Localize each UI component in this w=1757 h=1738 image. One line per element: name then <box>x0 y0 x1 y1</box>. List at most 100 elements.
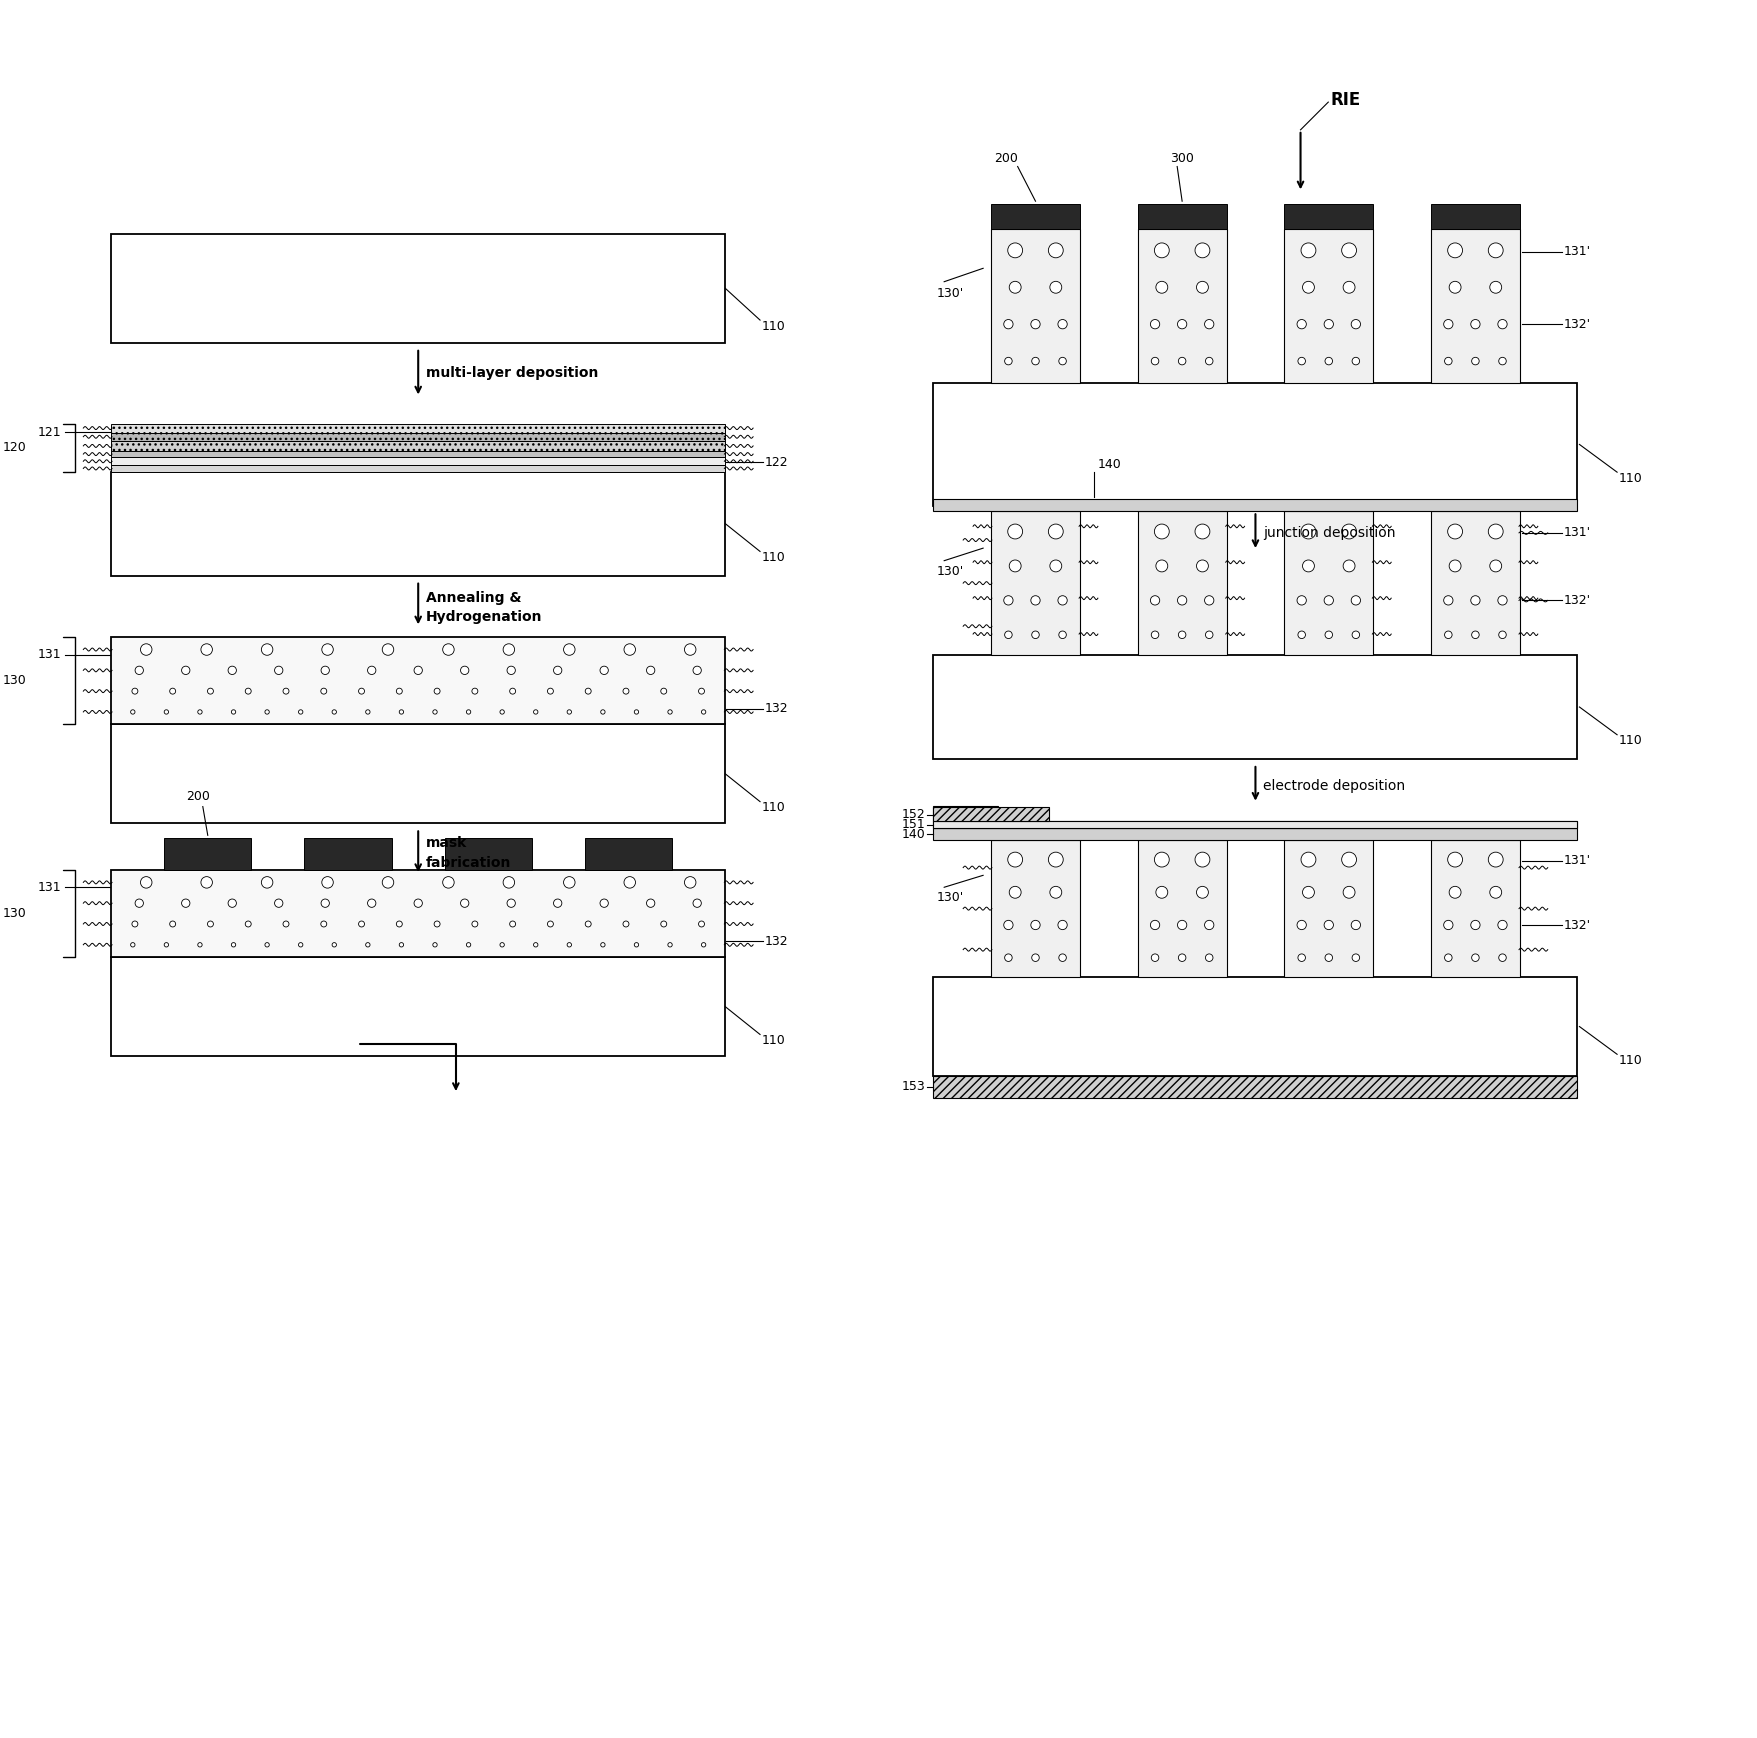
Text: 110: 110 <box>761 551 785 563</box>
Circle shape <box>1488 560 1500 572</box>
Circle shape <box>1154 525 1168 539</box>
Circle shape <box>1323 921 1332 930</box>
Circle shape <box>1009 560 1021 572</box>
Circle shape <box>466 942 471 947</box>
Circle shape <box>1058 320 1066 328</box>
Circle shape <box>1047 243 1063 257</box>
Text: 132': 132' <box>1562 318 1590 330</box>
Circle shape <box>1302 282 1314 294</box>
Circle shape <box>585 688 590 693</box>
Bar <box>585 838 671 871</box>
Circle shape <box>1351 596 1360 605</box>
Circle shape <box>1444 631 1451 638</box>
Circle shape <box>1151 631 1158 638</box>
Bar <box>1283 229 1372 382</box>
Circle shape <box>283 688 288 693</box>
Circle shape <box>701 942 705 947</box>
Circle shape <box>434 921 439 926</box>
Bar <box>111 235 726 342</box>
Circle shape <box>622 688 629 693</box>
Circle shape <box>1300 243 1316 257</box>
Circle shape <box>601 709 604 714</box>
Circle shape <box>1177 631 1186 638</box>
Circle shape <box>692 899 701 907</box>
Circle shape <box>320 688 327 693</box>
Circle shape <box>1009 282 1021 294</box>
Bar <box>933 829 1576 839</box>
Circle shape <box>1342 886 1355 899</box>
Circle shape <box>1302 886 1314 899</box>
Circle shape <box>1204 596 1212 605</box>
Circle shape <box>207 921 213 926</box>
Circle shape <box>1341 525 1356 539</box>
Circle shape <box>1300 525 1316 539</box>
Text: 130: 130 <box>4 674 26 687</box>
Circle shape <box>1009 886 1021 899</box>
Bar <box>111 433 726 441</box>
Circle shape <box>1341 852 1356 867</box>
Circle shape <box>1058 358 1066 365</box>
Bar <box>991 511 1079 655</box>
Circle shape <box>1177 320 1186 328</box>
Circle shape <box>1154 886 1167 899</box>
Text: fabrication: fabrication <box>425 857 511 871</box>
Bar <box>991 839 1079 977</box>
Text: 110: 110 <box>1618 471 1641 485</box>
Circle shape <box>1205 954 1212 961</box>
Circle shape <box>322 666 329 674</box>
Circle shape <box>232 942 235 947</box>
Circle shape <box>228 666 235 674</box>
Circle shape <box>506 899 515 907</box>
Circle shape <box>1444 358 1451 365</box>
Circle shape <box>1151 954 1158 961</box>
Circle shape <box>1471 954 1478 961</box>
Bar <box>933 822 1576 829</box>
Circle shape <box>1030 921 1040 930</box>
Circle shape <box>1003 596 1012 605</box>
Bar <box>111 638 726 725</box>
Circle shape <box>415 666 422 674</box>
Text: Hydrogenation: Hydrogenation <box>425 610 543 624</box>
Circle shape <box>1488 525 1502 539</box>
Bar <box>933 499 1576 511</box>
Circle shape <box>170 688 176 693</box>
Circle shape <box>1325 631 1332 638</box>
Circle shape <box>1177 921 1186 930</box>
Circle shape <box>130 942 135 947</box>
Text: 110: 110 <box>1618 733 1641 747</box>
Circle shape <box>568 709 571 714</box>
Text: mask: mask <box>425 836 467 850</box>
Circle shape <box>692 666 701 674</box>
Circle shape <box>1047 525 1063 539</box>
Circle shape <box>332 942 336 947</box>
Circle shape <box>299 942 302 947</box>
Circle shape <box>1031 631 1038 638</box>
Circle shape <box>1497 921 1506 930</box>
Circle shape <box>322 643 334 655</box>
Circle shape <box>698 921 705 926</box>
Circle shape <box>1204 921 1212 930</box>
Circle shape <box>701 709 705 714</box>
Circle shape <box>1297 631 1305 638</box>
Text: 121: 121 <box>39 426 61 438</box>
Bar <box>933 977 1576 1076</box>
Text: 110: 110 <box>761 320 785 332</box>
Text: multi-layer deposition: multi-layer deposition <box>425 365 597 379</box>
Circle shape <box>274 899 283 907</box>
Circle shape <box>1342 282 1355 294</box>
Circle shape <box>135 899 144 907</box>
Circle shape <box>499 942 504 947</box>
Circle shape <box>1151 358 1158 365</box>
Circle shape <box>399 709 404 714</box>
Circle shape <box>460 899 469 907</box>
Circle shape <box>1197 886 1207 899</box>
Bar <box>111 457 726 466</box>
Text: 200: 200 <box>186 791 209 803</box>
Circle shape <box>1351 358 1358 365</box>
Circle shape <box>274 666 283 674</box>
Circle shape <box>1154 852 1168 867</box>
Circle shape <box>1007 525 1023 539</box>
Circle shape <box>443 643 453 655</box>
Circle shape <box>1205 631 1212 638</box>
Circle shape <box>135 666 144 674</box>
